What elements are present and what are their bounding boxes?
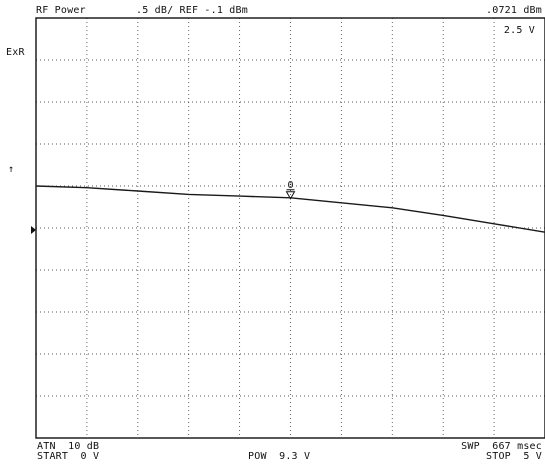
start-label: START 0 V (37, 451, 100, 462)
marker-triangle-icon (285, 189, 296, 200)
rf-power-trace (35, 185, 545, 233)
measurement-label: RF Power (36, 5, 86, 16)
marker-0[interactable]: 0 (285, 180, 296, 200)
reference-level-pointer-icon (31, 226, 36, 234)
up-arrow-icon: ↑ (8, 164, 15, 175)
marker-readout: .0721 dBm (486, 5, 542, 16)
chart-grid (36, 18, 545, 438)
stop-label: STOP 5 V (486, 451, 542, 462)
external-reference-label: ExR (6, 47, 25, 58)
power-label: POW 9.3 V (248, 451, 311, 462)
sweep-time-label: SWP 667 msec (461, 441, 542, 452)
marker-x-readout: 2.5 V (503, 25, 535, 36)
scale-reference-label: .5 dB/ REF -.1 dBm (136, 5, 248, 16)
marker-label: 0 (287, 180, 293, 191)
plot-frame (35, 17, 545, 439)
attenuation-label: ATN 10 dB (37, 441, 100, 452)
